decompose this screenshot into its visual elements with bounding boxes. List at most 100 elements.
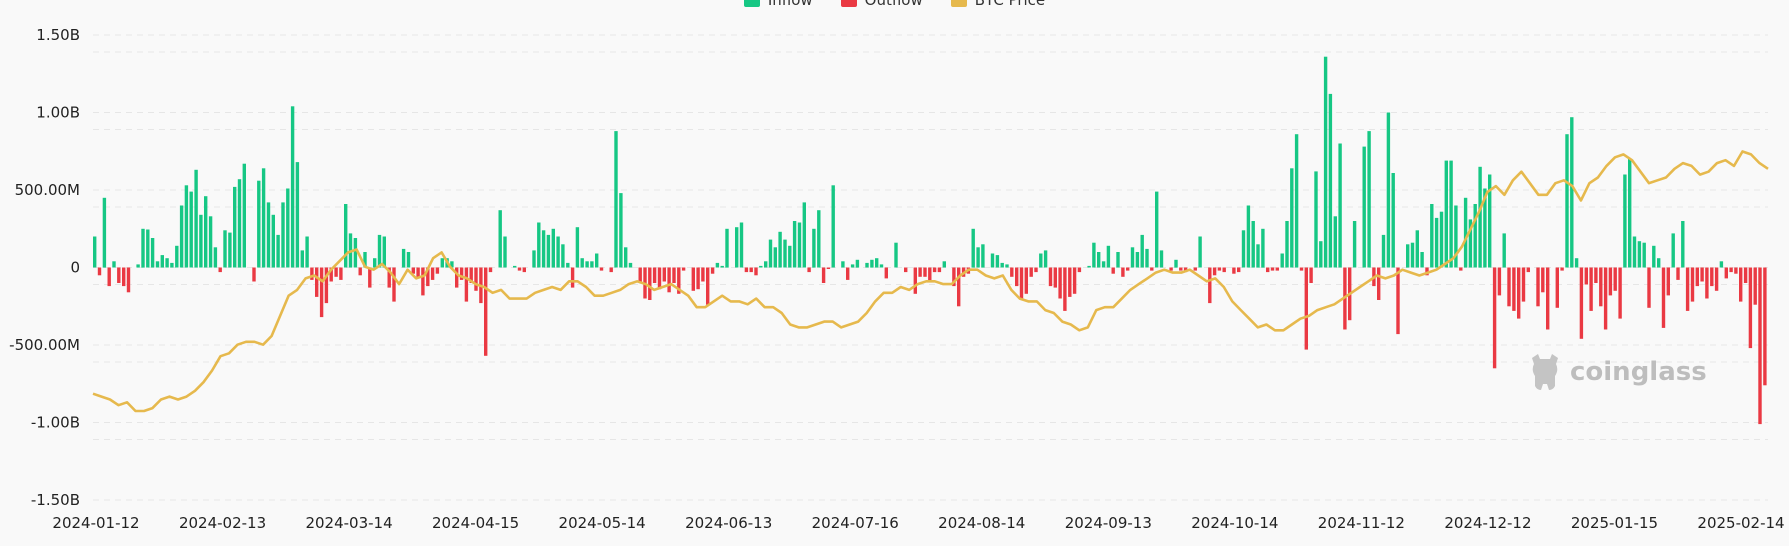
outflow-bar[interactable] [1690, 267, 1695, 302]
inflow-bar[interactable] [440, 258, 444, 268]
inflow-bar[interactable] [1000, 262, 1004, 268]
outflow-bar[interactable] [1212, 267, 1217, 276]
outflow-bar[interactable] [1685, 267, 1690, 311]
outflow-bar[interactable] [416, 267, 420, 279]
outflow-bar[interactable] [1748, 267, 1753, 349]
outflow-bar[interactable] [1541, 267, 1545, 293]
inflow-bar[interactable] [841, 261, 845, 268]
inflow-bar[interactable] [1367, 131, 1371, 268]
outflow-bar[interactable] [1309, 267, 1313, 284]
outflow-bar[interactable] [324, 267, 329, 304]
btc-price-line[interactable] [92, 150, 1769, 413]
inflow-bar[interactable] [1101, 261, 1106, 268]
inflow-bar[interactable] [1174, 259, 1178, 268]
inflow-bar[interactable] [165, 258, 169, 268]
outflow-bar[interactable] [459, 267, 464, 280]
inflow-bar[interactable] [1637, 241, 1642, 268]
inflow-bar[interactable] [831, 185, 835, 268]
inflow-bar[interactable] [242, 163, 246, 268]
outflow-bar[interactable] [667, 267, 671, 293]
inflow-bar[interactable] [377, 234, 382, 268]
outflow-bar[interactable] [677, 267, 681, 294]
outflow-bar[interactable] [1217, 267, 1222, 271]
inflow-bar[interactable] [233, 186, 237, 268]
outflow-bar[interactable] [744, 267, 749, 273]
inflow-bar[interactable] [503, 236, 507, 268]
inflow-bar[interactable] [1323, 56, 1328, 268]
outflow-bar[interactable] [1222, 267, 1226, 273]
outflow-bar[interactable] [1121, 267, 1125, 277]
outflow-bar[interactable] [392, 267, 396, 302]
inflow-bar[interactable] [208, 216, 213, 268]
inflow-bar[interactable] [812, 228, 816, 268]
outflow-bar[interactable] [884, 267, 888, 279]
outflow-bar[interactable] [1053, 267, 1057, 288]
inflow-bar[interactable] [1574, 258, 1579, 268]
outflow-bar[interactable] [1613, 267, 1617, 291]
outflow-bar[interactable] [421, 267, 425, 296]
inflow-bar[interactable] [406, 252, 411, 268]
inflow-bar[interactable] [971, 228, 975, 268]
inflow-bar[interactable] [93, 236, 97, 268]
inflow-bar[interactable] [1092, 242, 1096, 268]
outflow-bar[interactable] [411, 267, 415, 274]
outflow-bar[interactable] [913, 267, 917, 294]
outflow-bar[interactable] [1526, 267, 1530, 273]
flow-bars[interactable] [93, 56, 1767, 425]
outflow-bar[interactable] [469, 267, 473, 284]
inflow-bar[interactable] [1130, 247, 1135, 268]
inflow-bar[interactable] [981, 244, 985, 268]
outflow-bar[interactable] [1584, 267, 1588, 285]
inflow-bar[interactable] [1285, 221, 1289, 268]
inflow-bar[interactable] [566, 262, 570, 268]
inflow-bar[interactable] [1005, 264, 1009, 268]
outflow-bar[interactable] [310, 267, 314, 280]
outflow-bar[interactable] [826, 267, 831, 270]
outflow-bar[interactable] [1019, 267, 1024, 301]
inflow-bar[interactable] [189, 191, 193, 268]
inflow-bar[interactable] [773, 247, 777, 268]
inflow-bar[interactable] [295, 162, 300, 268]
inflow-bar[interactable] [382, 236, 386, 268]
outflow-bar[interactable] [517, 267, 522, 271]
inflow-bar[interactable] [1468, 219, 1473, 268]
inflow-bar[interactable] [720, 265, 724, 268]
outflow-bar[interactable] [1603, 267, 1608, 330]
inflow-bar[interactable] [1241, 230, 1246, 268]
inflow-bar[interactable] [1386, 112, 1391, 268]
inflow-bar[interactable] [1352, 221, 1357, 268]
inflow-bar[interactable] [556, 236, 560, 268]
inflow-bar[interactable] [373, 258, 377, 268]
inflow-bar[interactable] [1570, 117, 1574, 268]
inflow-bar[interactable] [300, 250, 304, 268]
inflow-bar[interactable] [155, 261, 160, 268]
outflow-bar[interactable] [918, 267, 922, 277]
legend-inflow[interactable]: Inflow [743, 0, 813, 9]
inflow-bar[interactable] [1652, 245, 1656, 268]
inflow-bar[interactable] [590, 261, 594, 268]
outflow-bar[interactable] [1396, 267, 1400, 335]
inflow-bar[interactable] [759, 265, 763, 268]
inflow-bar[interactable] [619, 193, 623, 268]
inflow-bar[interactable] [817, 210, 821, 268]
outflow-bar[interactable] [681, 267, 686, 271]
inflow-bar[interactable] [1473, 204, 1477, 268]
inflow-bar[interactable] [1415, 230, 1419, 268]
inflow-bar[interactable] [1256, 244, 1260, 268]
outflow-bar[interactable] [1492, 267, 1497, 369]
inflow-bar[interactable] [1391, 173, 1395, 268]
inflow-bar[interactable] [199, 214, 203, 268]
inflow-bar[interactable] [175, 245, 179, 268]
inflow-bar[interactable] [223, 230, 227, 268]
outflow-bar[interactable] [1232, 267, 1236, 274]
outflow-bar[interactable] [648, 267, 652, 301]
legend-btc-price[interactable]: BTC Price [950, 0, 1045, 9]
outflow-bar[interactable] [923, 267, 927, 277]
inflow-bar[interactable] [1671, 233, 1675, 268]
outflow-bar[interactable] [1729, 267, 1733, 273]
outflow-bar[interactable] [1024, 267, 1028, 294]
inflow-bar[interactable] [1463, 197, 1468, 268]
inflow-bar[interactable] [580, 258, 584, 268]
outflow-bar[interactable] [807, 267, 811, 273]
inflow-bar[interactable] [179, 205, 184, 268]
